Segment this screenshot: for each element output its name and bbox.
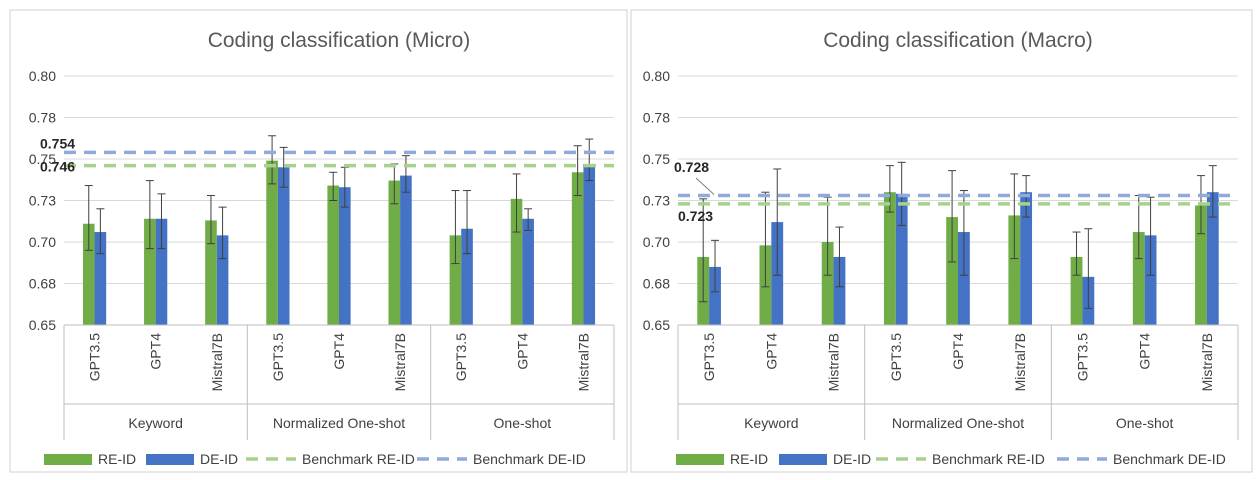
legend-label: RE-ID xyxy=(730,451,768,467)
y-tick-label: 0.75 xyxy=(29,151,56,167)
y-tick-label: 0.73 xyxy=(643,193,670,209)
group-label: Normalized One-shot xyxy=(273,415,405,431)
category-label: GPT3.5 xyxy=(270,333,286,381)
y-tick-label: 0.80 xyxy=(643,68,670,84)
category-label: GPT3.5 xyxy=(453,333,469,381)
legend-swatch xyxy=(676,454,724,465)
re-id-bar xyxy=(1195,205,1207,325)
chart-panel-micro: Coding classification (Micro) 0.65 0.68 0.7… xyxy=(9,9,628,473)
de-id-bar xyxy=(583,163,596,325)
de-id-bar xyxy=(958,232,970,325)
re-id-bar xyxy=(821,242,834,325)
category-label: GPT4 xyxy=(514,333,530,370)
de-id-bar xyxy=(277,167,290,325)
re-id-bar xyxy=(388,180,401,325)
chart-title: Coding classification (Micro) xyxy=(208,29,471,52)
re-id-bar xyxy=(1132,232,1145,325)
re-id-bar xyxy=(205,220,217,325)
re-id-bar xyxy=(82,223,95,325)
re-id-bar xyxy=(449,235,462,325)
group-label: Keyword xyxy=(744,415,798,431)
de-id-bar xyxy=(1206,192,1219,325)
benchmark-label: 0.723 xyxy=(678,208,713,224)
category-label: Mistral7B xyxy=(826,333,842,391)
benchmark-label: 0.728 xyxy=(674,159,709,175)
group-label: Normalized One-shot xyxy=(892,415,1024,431)
legend: RE-ID DE-ID Benchmark RE-ID Benchmark DE-ID xyxy=(44,451,586,467)
category-label: GPT4 xyxy=(331,333,347,370)
y-tick-label: 0.78 xyxy=(29,110,56,126)
y-tick-label: 0.65 xyxy=(29,317,56,333)
re-id-bar xyxy=(266,160,278,325)
legend-swatch xyxy=(779,454,827,465)
category-label: GPT3.5 xyxy=(87,333,103,381)
y-tick-label: 0.75 xyxy=(643,151,670,167)
legend-label: Benchmark RE-ID xyxy=(302,451,415,467)
chart-border xyxy=(630,9,1253,473)
legend-label: DE-ID xyxy=(833,451,871,467)
legend: RE-ID DE-ID Benchmark RE-ID Benchmark DE-ID xyxy=(676,451,1226,467)
legend-swatch xyxy=(44,454,92,465)
re-id-bar xyxy=(946,217,958,325)
category-label: GPT4 xyxy=(950,333,966,370)
legend-label: Benchmark RE-ID xyxy=(932,451,1045,467)
re-id-bar xyxy=(327,185,339,325)
category-label: GPT3.5 xyxy=(1074,333,1090,381)
category-label: GPT3.5 xyxy=(701,333,717,381)
category-label: Mistral7B xyxy=(209,333,225,391)
legend-label: Benchmark DE-ID xyxy=(1113,451,1226,467)
y-tick-label: 0.73 xyxy=(29,193,56,209)
category-label: Mistral7B xyxy=(575,333,591,391)
de-id-bar xyxy=(216,235,229,325)
re-id-bar xyxy=(144,218,156,325)
re-id-bar xyxy=(571,172,584,325)
benchmark-leader-line xyxy=(695,177,715,195)
re-id-bar xyxy=(510,198,523,325)
group-label: One-shot xyxy=(1116,415,1174,431)
de-id-bar xyxy=(94,232,107,325)
group-label: Keyword xyxy=(128,415,182,431)
de-id-bar xyxy=(1020,192,1033,325)
de-id-bar xyxy=(1144,235,1157,325)
de-id-bar xyxy=(400,175,412,325)
de-id-bar xyxy=(833,256,846,325)
de-id-bar xyxy=(461,228,473,325)
de-id-bar xyxy=(709,266,721,325)
y-tick-label: 0.70 xyxy=(643,234,670,250)
y-tick-label: 0.68 xyxy=(643,276,670,292)
re-id-bar xyxy=(1070,256,1083,325)
category-label: Mistral7B xyxy=(1012,333,1028,391)
category-label: GPT4 xyxy=(148,333,164,370)
category-label: Mistral7B xyxy=(1199,333,1215,391)
y-tick-label: 0.65 xyxy=(643,317,670,333)
category-label: GPT4 xyxy=(763,333,779,370)
legend-swatch xyxy=(146,454,194,465)
de-id-bar xyxy=(522,218,534,325)
legend-label: DE-ID xyxy=(200,451,238,467)
de-id-bar xyxy=(339,187,351,325)
y-tick-label: 0.80 xyxy=(29,68,56,84)
legend-label: Benchmark DE-ID xyxy=(473,451,586,467)
de-id-bar xyxy=(155,218,168,325)
y-tick-label: 0.70 xyxy=(29,234,56,250)
chart-panel-macro: Coding classification (Macro) 0.65 0.68 0.7… xyxy=(630,9,1253,473)
re-id-bar xyxy=(1008,215,1021,325)
re-id-bar xyxy=(883,192,896,325)
category-label: GPT4 xyxy=(1137,333,1153,370)
chart-title: Coding classification (Macro) xyxy=(823,29,1093,52)
benchmark-label: 0.746 xyxy=(40,159,75,175)
category-label: GPT3.5 xyxy=(888,333,904,381)
benchmark-label: 0.754 xyxy=(40,135,75,151)
de-id-bar xyxy=(895,193,908,325)
y-tick-label: 0.78 xyxy=(643,110,670,126)
y-tick-label: 0.68 xyxy=(29,276,56,292)
category-label: Mistral7B xyxy=(392,333,408,391)
group-label: One-shot xyxy=(494,415,552,431)
legend-label: RE-ID xyxy=(98,451,136,467)
